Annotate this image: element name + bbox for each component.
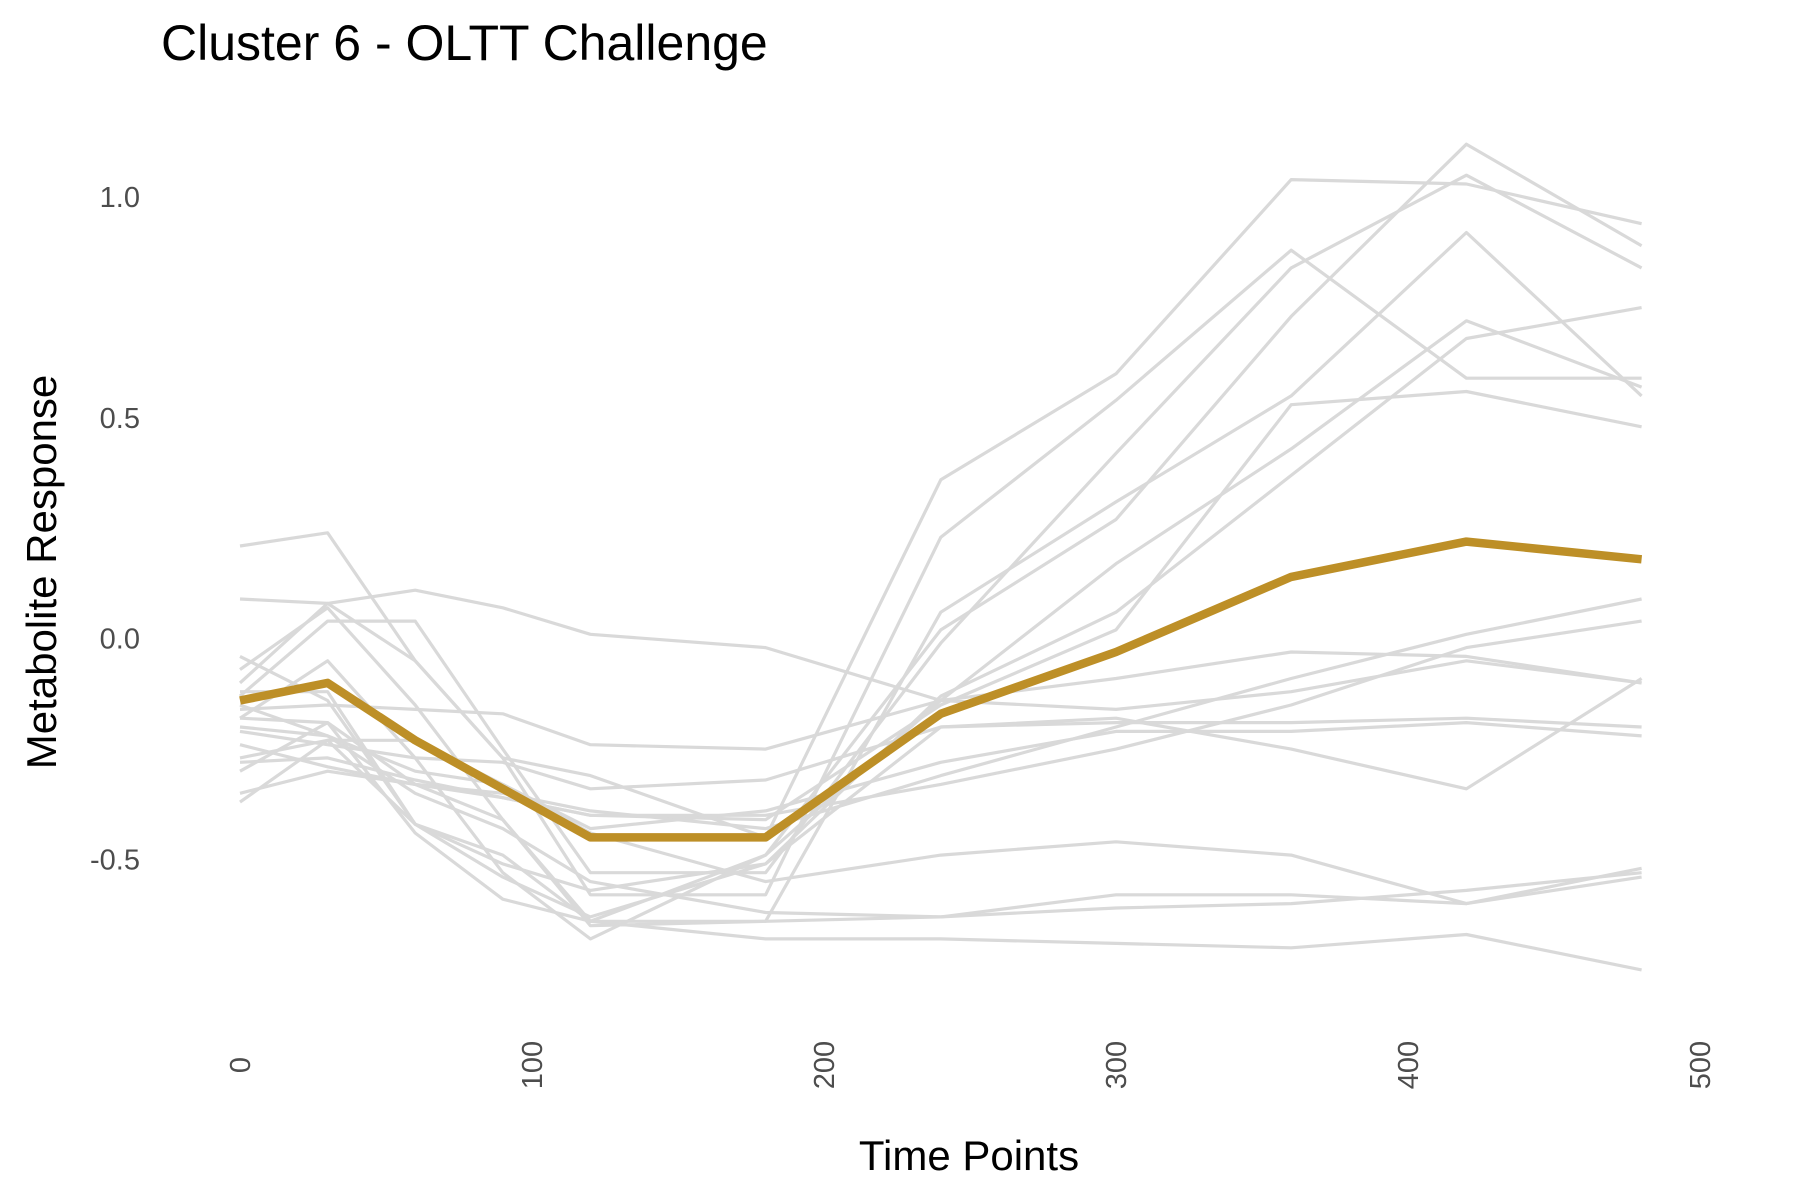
individual-series-line-3 xyxy=(238,173,1643,875)
individual-series-line-1 xyxy=(239,178,1642,840)
individual-series-line-16 xyxy=(239,703,1642,906)
x-tick-label: 0 xyxy=(225,1057,257,1073)
mean-series-group xyxy=(239,537,1643,842)
individual-series-line-10 xyxy=(239,650,1642,751)
x-tick-label: 300 xyxy=(1101,1041,1133,1089)
individual-series-line-9 xyxy=(239,588,1642,712)
chart-title: Cluster 6 - OLTT Challenge xyxy=(161,15,768,71)
x-tick-label: 500 xyxy=(1685,1041,1717,1089)
y-tick-label: -0.5 xyxy=(90,845,140,877)
y-tick-label: 0.0 xyxy=(100,624,140,656)
individual-series-line-15 xyxy=(239,720,1642,831)
individual-series-lines xyxy=(238,142,1643,972)
x-tick-label: 100 xyxy=(517,1041,549,1089)
individual-series-line-19 xyxy=(239,725,1642,919)
y-tick-label: 0.5 xyxy=(100,403,140,435)
individual-series-line-17 xyxy=(239,716,1642,972)
individual-series-line-11 xyxy=(239,716,1642,791)
y-tick-label: 1.0 xyxy=(100,182,140,214)
y-axis-ticks: -0.5 0.0 0.5 1.0 xyxy=(90,182,140,876)
mean-series-line xyxy=(239,537,1643,842)
individual-series-line-4 xyxy=(239,230,1643,928)
x-axis-ticks: 0 100 200 300 400 500 xyxy=(225,1041,1717,1089)
x-tick-label: 400 xyxy=(1393,1041,1425,1089)
y-axis-label: Metabolite Response xyxy=(18,375,65,770)
individual-series-line-2 xyxy=(238,248,1642,897)
x-tick-label: 200 xyxy=(809,1041,841,1089)
x-axis-label: Time Points xyxy=(859,1132,1079,1179)
